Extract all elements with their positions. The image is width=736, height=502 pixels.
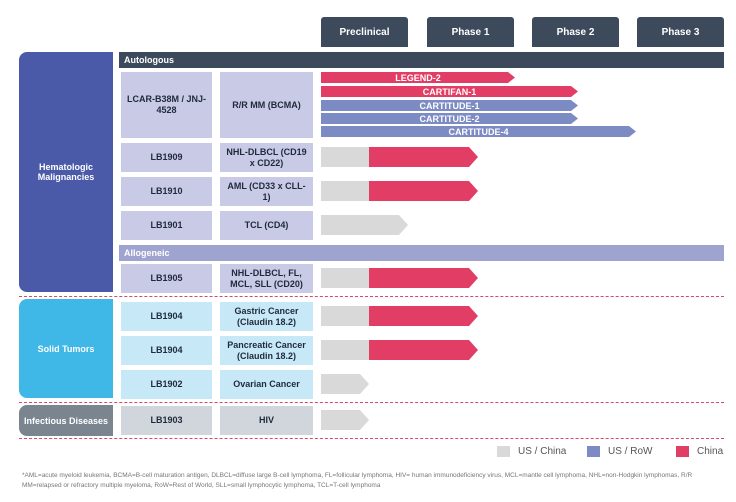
progress-arrow [321, 268, 478, 288]
trial-bar: CARTITUDE-1 [321, 100, 578, 111]
progress-us-china [321, 340, 369, 360]
trial-bar: CARTIFAN-1 [321, 86, 578, 97]
progress-china [369, 147, 478, 167]
progress-china [369, 340, 478, 360]
legend-swatch [676, 446, 689, 457]
divider [19, 438, 724, 439]
progress-china [369, 306, 478, 326]
trial-bar: CARTITUDE-2 [321, 113, 578, 124]
progress-us-china [321, 215, 408, 235]
program-id: LB1909 [121, 143, 212, 172]
program-id: LB1903 [121, 406, 212, 435]
category-infectious: Infectious Diseases [19, 405, 113, 436]
progress-arrow [321, 181, 478, 201]
progress-arrow [321, 410, 369, 430]
progress-us-china [321, 147, 369, 167]
section-autologous: Autologous [119, 52, 724, 68]
indication: Gastric Cancer (Claudin 18.2) [220, 302, 313, 331]
progress-china [369, 181, 478, 201]
legend-label: US / RoW [608, 446, 653, 457]
program-id: LB1910 [121, 177, 212, 206]
legend-label: US / China [518, 446, 567, 457]
program-id: LCAR-B38M / JNJ-4528 [121, 72, 212, 138]
program-id: LB1901 [121, 211, 212, 240]
category-solid-tumors: Solid Tumors [19, 299, 113, 398]
indication: NHL-DLBCL, FL, MCL, SLL (CD20) [220, 264, 313, 293]
phase-header-phase2: Phase 2 [532, 17, 619, 47]
phase-header-phase1: Phase 1 [427, 17, 514, 47]
indication: TCL (CD4) [220, 211, 313, 240]
phase-header-phase3: Phase 3 [637, 17, 724, 47]
progress-us-china [321, 306, 369, 326]
progress-us-china [321, 410, 369, 430]
program-id: LB1905 [121, 264, 212, 293]
divider [19, 296, 724, 297]
indication: HIV [220, 406, 313, 435]
progress-us-china [321, 268, 369, 288]
divider [19, 402, 724, 403]
program-id: LB1904 [121, 336, 212, 365]
indication: AML (CD33 x CLL-1) [220, 177, 313, 206]
legend-label: China [697, 446, 724, 457]
progress-china [369, 268, 478, 288]
legend-swatch [587, 446, 600, 457]
category-hematologic: Hematologic Malignancies [19, 52, 113, 292]
program-id: LB1902 [121, 370, 212, 399]
progress-us-china [321, 374, 369, 394]
section-allogeneic: Allogeneic [119, 245, 724, 261]
legend-us-row: US / RoW [587, 446, 652, 457]
legend-china: China [676, 446, 723, 457]
phase-header-preclinical: Preclinical [321, 17, 408, 47]
progress-arrow [321, 374, 369, 394]
indication: R/R MM (BCMA) [220, 72, 313, 138]
indication: Pancreatic Cancer (Claudin 18.2) [220, 336, 313, 365]
indication: NHL-DLBCL (CD19 x CD22) [220, 143, 313, 172]
indication: Ovarian Cancer [220, 370, 313, 399]
trial-bar: LEGEND-2 [321, 72, 515, 83]
program-id: LB1904 [121, 302, 212, 331]
progress-arrow [321, 147, 478, 167]
progress-arrow [321, 306, 478, 326]
footnote: *AML=acute myeloid leukemia, BCMA=B-cell… [22, 472, 693, 489]
legend-swatch [497, 446, 510, 457]
progress-arrow [321, 215, 408, 235]
progress-us-china [321, 181, 369, 201]
legend-us-china: US / China [497, 446, 566, 457]
trial-bar: CARTITUDE-4 [321, 126, 636, 137]
progress-arrow [321, 340, 478, 360]
